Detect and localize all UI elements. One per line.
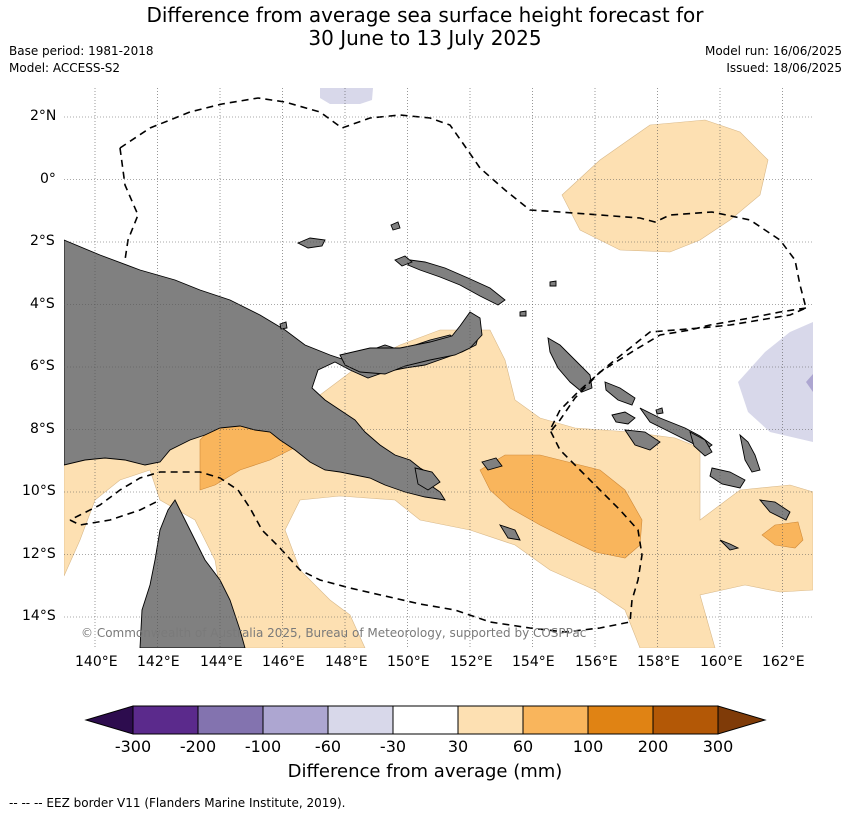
lat-label-14s: 14°S bbox=[22, 608, 56, 624]
colorbar-tick-60: 60 bbox=[512, 737, 534, 756]
eez-legend: -- -- -- EEZ border V11 (Flanders Marine… bbox=[9, 796, 346, 810]
anomaly-neg-east bbox=[738, 322, 813, 442]
colorbar-tick-300: 300 bbox=[702, 737, 734, 756]
lon-label-162e: 162°E bbox=[762, 654, 805, 670]
lon-label-158e: 158°E bbox=[637, 654, 680, 670]
lon-label-156e: 156°E bbox=[575, 654, 618, 670]
lon-label-152e: 152°E bbox=[450, 654, 493, 670]
colorbar-segment-4 bbox=[328, 706, 393, 734]
model-run: Model run: 16/06/2025 bbox=[704, 44, 842, 58]
bougainville bbox=[547, 337, 593, 393]
colorbar-tick-30: 30 bbox=[447, 737, 469, 756]
lon-label-148e: 148°E bbox=[325, 654, 368, 670]
lat-label-4s: 4°S bbox=[30, 296, 55, 312]
colorbar-segment-1 bbox=[133, 706, 198, 734]
land-masses bbox=[64, 221, 791, 648]
fergusson-goodenough bbox=[414, 467, 441, 491]
anomaly-neg-north bbox=[320, 88, 373, 104]
colorbar-high-extension bbox=[717, 705, 767, 735]
colorbar-segment-6 bbox=[458, 706, 523, 734]
colorbar-tick--100: -100 bbox=[244, 737, 282, 756]
rossel-sudest bbox=[498, 524, 521, 541]
eez-aus-png bbox=[69, 499, 161, 526]
new-hanover bbox=[394, 255, 413, 267]
lon-label-150e: 150°E bbox=[387, 654, 430, 670]
lat-label-8s: 8°S bbox=[30, 421, 55, 437]
manus-island bbox=[296, 237, 326, 249]
new-georgia bbox=[611, 411, 636, 425]
new-ireland bbox=[407, 259, 506, 306]
colorbar-segment-9 bbox=[653, 706, 718, 734]
colorbar-segment-2 bbox=[198, 706, 263, 734]
eez-border bbox=[69, 97, 807, 633]
anomaly-pos-solomon-sea bbox=[479, 454, 643, 559]
base-period: Base period: 1981-2018 bbox=[9, 44, 154, 58]
lat-label-2n: 2°N bbox=[30, 108, 57, 124]
small-island-4 bbox=[519, 310, 527, 317]
vanuatu-central bbox=[719, 539, 740, 551]
colorbar-label: Difference from average (mm) bbox=[287, 761, 563, 782]
new-britain bbox=[339, 311, 483, 375]
lon-label-142e: 142°E bbox=[137, 654, 180, 670]
cape-york bbox=[139, 499, 246, 648]
anomaly-pos-northeast bbox=[561, 119, 769, 253]
colorbar-segment-3 bbox=[263, 706, 328, 734]
choiseul bbox=[604, 381, 636, 406]
malaita bbox=[689, 431, 713, 457]
gridlines bbox=[64, 88, 813, 648]
title-line-2: 30 June to 13 July 2025 bbox=[308, 26, 542, 50]
colorbar-low-extension bbox=[84, 705, 134, 735]
lat-label-12s: 12°S bbox=[22, 546, 56, 562]
colorbar-tick--60: -60 bbox=[314, 737, 342, 756]
lat-label-2s: 2°S bbox=[30, 233, 55, 249]
model-name: Model: ACCESS-S2 bbox=[9, 61, 121, 75]
eez-solomons bbox=[549, 307, 807, 433]
colorbar-tick--300: -300 bbox=[114, 737, 152, 756]
san-cristobal bbox=[709, 467, 746, 489]
lat-label-6s: 6°S bbox=[30, 358, 55, 374]
title-line-1: Difference from average sea surface heig… bbox=[146, 3, 704, 27]
small-island-2 bbox=[279, 321, 288, 330]
colorbar-segment-5 bbox=[393, 706, 458, 734]
colorbar-tick--200: -200 bbox=[179, 737, 217, 756]
copyright-notice: © Commonwealth of Australia 2025, Bureau… bbox=[81, 626, 587, 640]
eez-png-north bbox=[119, 147, 139, 261]
small-island-3 bbox=[549, 280, 557, 287]
colorbar-tick-100: 100 bbox=[572, 737, 604, 756]
santa-cruz bbox=[739, 433, 761, 473]
woodlark bbox=[481, 457, 503, 471]
colorbar bbox=[84, 705, 767, 735]
lon-label-146e: 146°E bbox=[262, 654, 305, 670]
colorbar-tick--30: -30 bbox=[379, 737, 407, 756]
anomaly-neg-east-core bbox=[806, 374, 813, 392]
small-island-1 bbox=[390, 221, 401, 231]
lon-label-160e: 160°E bbox=[700, 654, 743, 670]
lon-label-154e: 154°E bbox=[512, 654, 555, 670]
colorbar-segment-7 bbox=[523, 706, 588, 734]
guadalcanal bbox=[624, 429, 661, 451]
lon-label-140e: 140°E bbox=[75, 654, 118, 670]
lat-label-0: 0° bbox=[40, 171, 56, 187]
colorbar-segment-8 bbox=[588, 706, 653, 734]
lat-label-10s: 10°S bbox=[22, 483, 56, 499]
colorbar-tick-200: 200 bbox=[637, 737, 669, 756]
issued-date: Issued: 18/06/2025 bbox=[726, 61, 842, 75]
lon-label-144e: 144°E bbox=[200, 654, 243, 670]
map-area bbox=[64, 88, 813, 648]
